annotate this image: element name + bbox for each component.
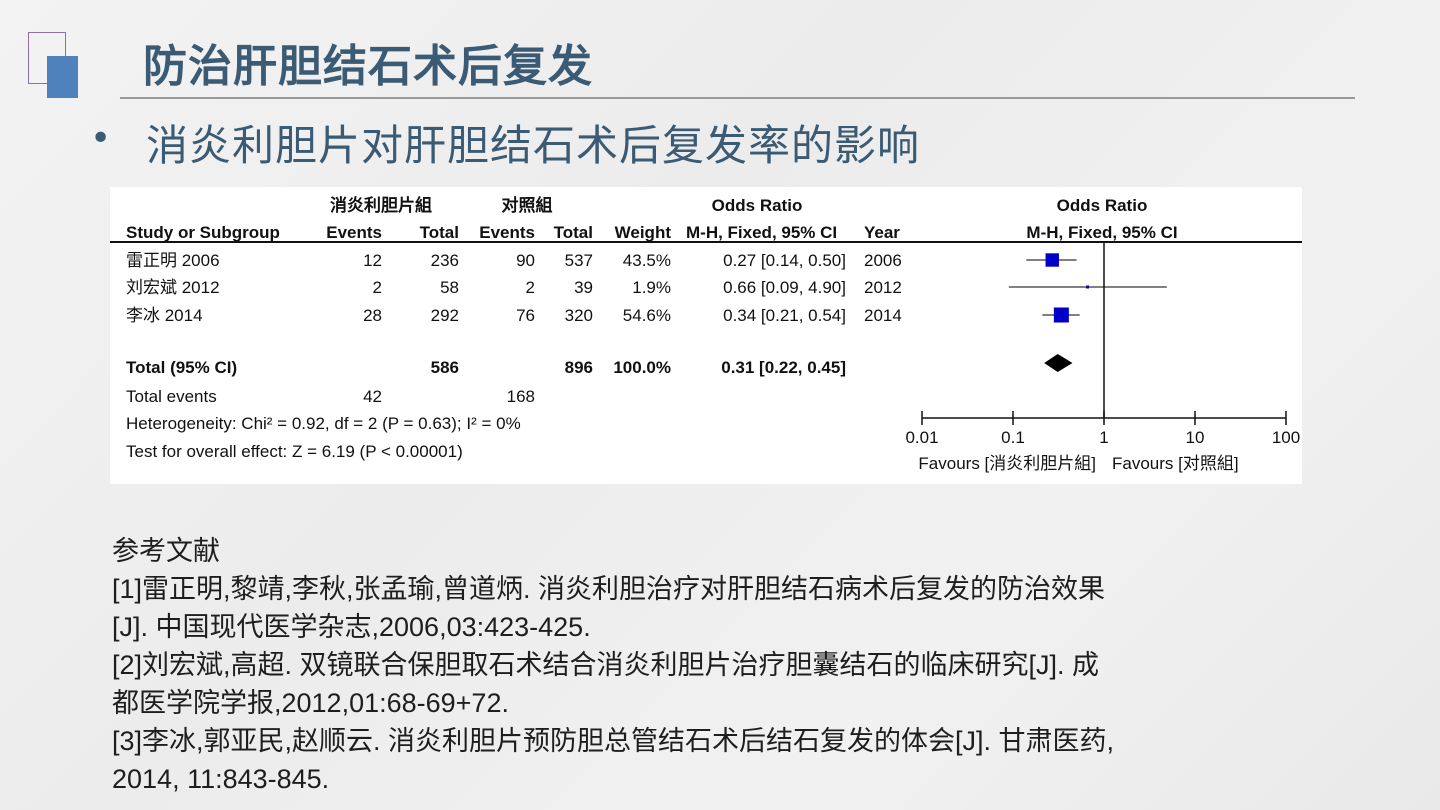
weight: 1.9% [632,278,671,297]
ctl-total: 537 [565,251,593,270]
forest-plot: 消炎利胆片組 对照組 Odds Ratio Odds Ratio Study or Su… [110,195,1302,473]
total-events-ctl: 168 [507,387,535,406]
reference-line: 都医学院学报,2012,01:68-69+72. [112,688,509,718]
column-header: Events [326,223,382,242]
ctl-events: 76 [516,306,535,325]
study-name: 李冰 2014 [126,306,203,325]
total-weight: 100.0% [613,358,671,377]
study-name: 雷正明 2006 [126,251,220,270]
header-odds-ratio: Odds Ratio [712,196,803,215]
exp-total: 58 [440,278,459,297]
column-header: Weight [615,223,672,242]
total-diamond [1044,354,1073,372]
exp-total: 236 [431,251,459,270]
references-heading: 参考文献 [112,536,220,566]
header-plot-odds-ratio: Odds Ratio [1057,196,1148,215]
column-header: Year [864,223,900,242]
study-marker [1086,285,1090,289]
weight: 54.6% [623,306,671,325]
ci-text: 0.66 [0.09, 4.90] [723,278,846,297]
study-marker [1053,307,1069,323]
total-exp: 586 [431,358,459,377]
x-tick-label: 0.1 [1001,428,1025,447]
ctl-events: 90 [516,251,535,270]
forest-plot-panel: 消炎利胆片組 对照組 Odds Ratio Odds Ratio Study or Su… [110,187,1302,484]
exp-events: 28 [363,306,382,325]
total-events-label: Total events [126,387,217,406]
header-control-group: 对照組 [502,195,553,215]
x-tick-label: 10 [1186,428,1205,447]
favours-left-label: Favours [消炎利胆片組] [918,454,1096,473]
total-events-exp: 42 [363,387,382,406]
weight: 43.5% [623,251,671,270]
study-name: 刘宏斌 2012 [126,278,220,297]
slide-title: 防治肝胆结石术后复发 [143,41,593,92]
year: 2012 [864,278,902,297]
exp-events: 12 [363,251,382,270]
year: 2014 [864,306,902,325]
total-ci-text: 0.31 [0.22, 0.45] [721,358,846,377]
references: 参考文献 [1]雷正明,黎靖,李秋,张孟瑜,曾道炳. 消炎利胆治疗对肝胆结石病术… [112,532,1312,798]
year: 2006 [864,251,902,270]
x-tick-label: 1 [1099,428,1108,447]
column-header: Study or Subgroup [126,223,280,242]
reference-line: [3]李冰,郭亚民,赵顺云. 消炎利胆片预防胆总管结石术后结石复发的体会[J].… [112,726,1115,756]
reference-line: 2014, 11:843-845. [112,764,330,794]
favours-right-label: Favours [对照組] [1112,454,1239,473]
header-experimental-group: 消炎利胆片組 [330,195,432,215]
study-marker [1045,253,1059,267]
total-ctl: 896 [565,358,593,377]
x-tick-label: 100 [1272,428,1300,447]
column-header: M-H, Fixed, 95% CI [686,223,837,242]
slide-subtitle: 消炎利胆片对肝胆结石术后复发率的影响 [146,121,921,170]
x-tick-label: 0.01 [905,428,938,447]
reference-line: [2]刘宏斌,高超. 双镜联合保胆取石术结合消炎利胆片治疗胆囊结石的临床研究[J… [112,650,1100,680]
reference-line: [1]雷正明,黎靖,李秋,张孟瑜,曾道炳. 消炎利胆治疗对肝胆结石病术后复发的防… [112,574,1106,604]
column-header: Events [479,223,535,242]
ctl-events: 2 [526,278,535,297]
exp-events: 2 [373,278,382,297]
ci-text: 0.34 [0.21, 0.54] [723,306,846,325]
bullet-icon: • [90,118,112,159]
title-divider [120,97,1355,99]
header-plot-method: M-H, Fixed, 95% CI [1026,223,1177,242]
exp-total: 292 [431,306,459,325]
decorative-filled-square [47,56,78,98]
ctl-total: 39 [574,278,593,297]
column-header: Total [420,223,459,242]
column-header: Total [554,223,593,242]
total-label: Total (95% CI) [126,358,237,377]
overall-effect-text: Test for overall effect: Z = 6.19 (P < 0… [126,442,463,461]
reference-line: [J]. 中国现代医学杂志,2006,03:423-425. [112,612,591,642]
ctl-total: 320 [565,306,593,325]
heterogeneity-text: Heterogeneity: Chi² = 0.92, df = 2 (P = … [126,414,521,433]
ci-text: 0.27 [0.14, 0.50] [723,251,846,270]
